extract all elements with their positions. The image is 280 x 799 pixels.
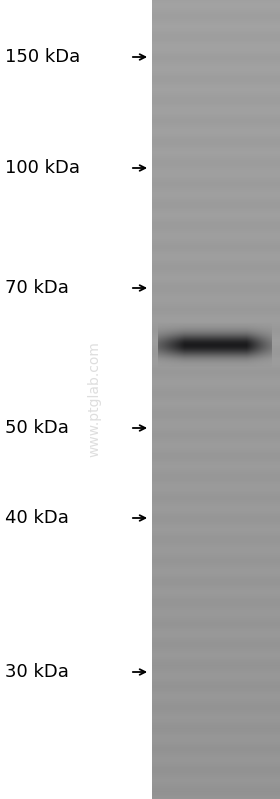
Text: 40 kDa: 40 kDa (5, 509, 69, 527)
Bar (0, 0, 152, 799)
Text: 30 kDa: 30 kDa (5, 663, 69, 681)
Text: 70 kDa: 70 kDa (5, 279, 69, 297)
Text: www.ptglab.com: www.ptglab.com (87, 341, 101, 458)
Text: 50 kDa: 50 kDa (5, 419, 69, 437)
Text: 150 kDa: 150 kDa (5, 48, 80, 66)
Text: 100 kDa: 100 kDa (5, 159, 80, 177)
